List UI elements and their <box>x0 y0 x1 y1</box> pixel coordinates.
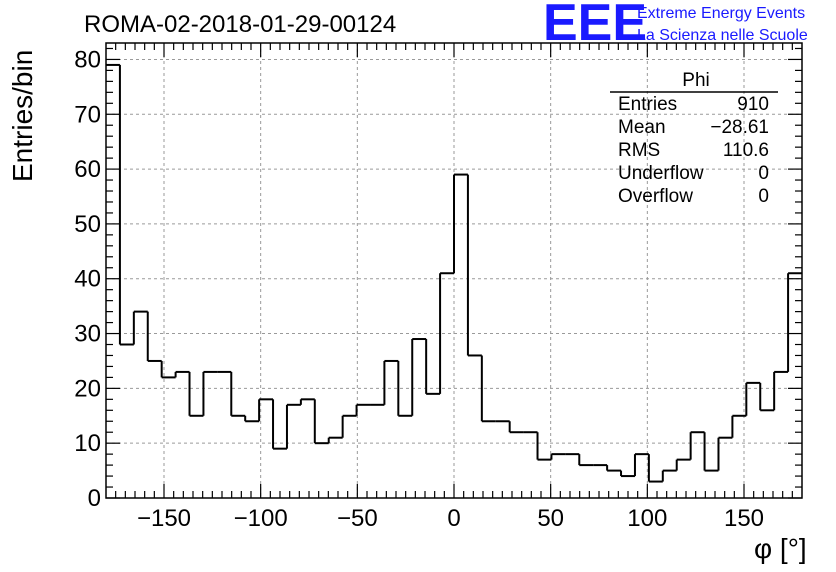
y-tick-label: 70 <box>74 101 101 128</box>
stats-box: Phi Entries 910 Mean −28.61 RMS 110.6 Underflo… <box>610 70 778 207</box>
logo-mark: EEE <box>543 0 647 52</box>
stats-row-value: 910 <box>737 94 769 115</box>
x-tick-labels: −150 −100 −50 0 50 100 150 <box>137 505 764 532</box>
y-tick-label: 40 <box>74 266 101 293</box>
y-tick-labels: 0 10 20 30 40 50 60 70 80 <box>74 46 101 512</box>
y-tick-label: 30 <box>74 321 101 348</box>
y-tick-label: 0 <box>88 485 101 512</box>
stats-rows: Entries 910 Mean −28.61 RMS 110.6 Underflow 0 Ov… <box>618 94 769 207</box>
histogram-layer <box>106 63 802 483</box>
axis-ticks <box>106 43 802 499</box>
chart-title: ROMA-02-2018-01-29-00124 <box>84 11 396 38</box>
x-tick-label: −150 <box>137 505 191 532</box>
eee-logo: EEE Extreme Energy Events La Scienza nel… <box>543 0 808 52</box>
stats-row-value: 110.6 <box>723 140 769 161</box>
plot-frame <box>105 42 803 499</box>
y-tick-label: 10 <box>74 430 101 457</box>
y-axis-label: Entries/bin <box>7 50 38 182</box>
x-tick-label: 100 <box>627 505 667 532</box>
x-tick-label: 0 <box>447 505 460 532</box>
x-tick-label: 50 <box>537 505 564 532</box>
stats-row-label: Underflow <box>618 163 704 184</box>
logo-line-1: Extreme Energy Events <box>637 5 805 22</box>
x-tick-label: −50 <box>337 505 378 532</box>
x-tick-label: 150 <box>724 505 764 532</box>
x-tick-label: −100 <box>234 505 288 532</box>
stats-row-label: Overflow <box>618 186 693 207</box>
y-tick-label: 20 <box>74 375 101 402</box>
stats-row-label: Mean <box>618 117 666 138</box>
stats-title: Phi <box>682 70 709 91</box>
logo-line-2: La Scienza nelle Scuole <box>637 27 808 44</box>
stats-row-value: −28.61 <box>710 117 769 138</box>
stats-row-value: 0 <box>758 186 769 207</box>
x-axis-label: φ [°] <box>754 533 807 564</box>
stats-row-value: 0 <box>758 163 769 184</box>
y-tick-label: 80 <box>74 46 101 73</box>
y-tick-label: 60 <box>74 156 101 183</box>
stats-row-label: Entries <box>618 94 677 115</box>
stats-row-label: RMS <box>618 140 660 161</box>
y-tick-label: 50 <box>74 211 101 238</box>
